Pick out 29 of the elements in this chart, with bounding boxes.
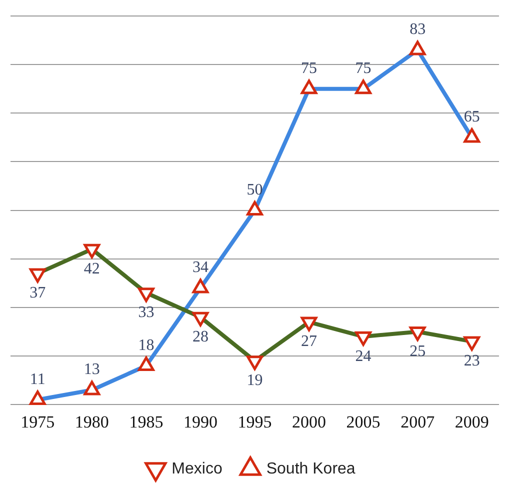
x-tick-label: 1995 xyxy=(238,412,272,432)
x-tick-label: 1985 xyxy=(129,412,164,432)
data-label: 34 xyxy=(192,259,208,276)
data-label: 11 xyxy=(30,370,46,388)
data-label: 37 xyxy=(30,284,46,302)
x-tick-label: 2009 xyxy=(454,412,489,432)
data-label: 50 xyxy=(246,182,263,199)
x-tick-label: 1980 xyxy=(74,412,109,432)
data-label: 83 xyxy=(410,21,426,38)
data-label: 13 xyxy=(84,361,100,378)
data-label: 65 xyxy=(464,108,480,126)
x-tick-label: 1990 xyxy=(183,412,218,432)
x-tick-label: 2005 xyxy=(346,412,380,432)
legend-label: Mexico xyxy=(172,460,222,478)
x-tick-label: 1975 xyxy=(20,412,55,432)
data-label: 28 xyxy=(192,328,208,346)
x-tick-label: 2000 xyxy=(292,412,326,432)
x-tick-label: 2007 xyxy=(400,412,436,432)
data-label: 33 xyxy=(138,304,154,322)
data-label: 75 xyxy=(355,60,372,78)
data-label: 19 xyxy=(246,372,263,390)
data-label: 27 xyxy=(301,333,318,350)
legend-label: South Korea xyxy=(266,460,356,478)
data-label: 42 xyxy=(84,260,100,278)
data-label: 24 xyxy=(355,348,372,365)
data-label: 75 xyxy=(301,60,318,78)
data-label: 23 xyxy=(464,352,480,370)
data-label: 25 xyxy=(410,342,426,360)
data-label: 18 xyxy=(138,336,154,354)
